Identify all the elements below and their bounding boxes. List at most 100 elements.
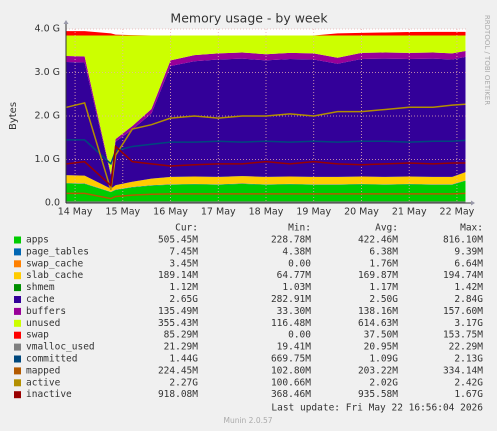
legend-stat: 1.67G	[454, 389, 483, 400]
legend-stat: 3.17G	[454, 318, 483, 329]
legend-swatch	[14, 391, 21, 399]
y-axis-arrow	[63, 20, 69, 24]
legend-stat: 368.46M	[271, 389, 311, 400]
legend-stat: 0.00	[288, 258, 311, 269]
legend-swatch	[14, 307, 21, 315]
legend-stat: 7.45M	[169, 246, 198, 257]
x-tick-label: 22 May	[440, 207, 475, 218]
legend-label: swap_cache	[26, 258, 83, 269]
legend-stat: 169.87M	[358, 270, 398, 281]
legend-stat: 20.95M	[364, 342, 399, 353]
legend-stat: 157.60M	[443, 306, 483, 317]
legend-swatch	[14, 355, 21, 363]
legend-stat: 2.65G	[169, 294, 198, 305]
legend-stat: 37.50M	[364, 330, 399, 341]
legend-stat: 2.50G	[369, 294, 398, 305]
legend-stat: 614.63M	[358, 318, 398, 329]
last-update: Last update: Fri May 22 16:56:04 2026	[271, 403, 483, 414]
legend-stat: 102.80M	[271, 365, 311, 376]
legend-stat: 669.75M	[271, 354, 311, 365]
legend-stat: 21.29M	[164, 342, 199, 353]
x-tick-label: 15 May	[105, 207, 140, 218]
x-tick-label: 18 May	[249, 207, 284, 218]
legend-swatch	[14, 236, 21, 244]
legend-stat: 6.38M	[369, 246, 398, 257]
legend-stat: 334.14M	[443, 365, 483, 376]
legend-swatch	[14, 319, 21, 327]
legend-stat: 2.13G	[454, 354, 483, 365]
legend-label: swap	[26, 330, 49, 341]
legend-stat: 194.74M	[443, 270, 483, 281]
legend-stat: 189.14M	[158, 270, 198, 281]
legend-stat: 1.12M	[169, 282, 198, 293]
legend-stat: 2.84G	[454, 294, 483, 305]
legend-stat: 0.00	[288, 330, 311, 341]
line-series	[66, 102, 466, 191]
x-tick-label: 17 May	[201, 207, 236, 218]
legend-stat: 9.39M	[454, 246, 483, 257]
legend-stat: 935.58M	[358, 389, 398, 400]
footer: Munin 2.0.57	[223, 416, 272, 425]
x-tick-label: 21 May	[392, 207, 427, 218]
legend-stat: 203.22M	[358, 365, 398, 376]
legend-label: cache	[26, 294, 55, 305]
legend-stat: 1.17M	[369, 282, 398, 293]
side-text: RRDTOOL / TOBI OETIKER	[483, 15, 491, 105]
legend-stat: 505.45M	[158, 235, 198, 246]
legend-label: shmem	[26, 282, 55, 293]
line-series	[66, 192, 466, 200]
legend-stat: 228.78M	[271, 235, 311, 246]
legend-stat: 33.30M	[277, 306, 312, 317]
legend-stat: 3.45M	[169, 258, 198, 269]
line-series	[66, 144, 466, 188]
legend-stat: 138.16M	[358, 306, 398, 317]
legend-label: active	[26, 377, 61, 388]
legend-stat: 282.91M	[271, 294, 311, 305]
stats-header: Min:	[288, 223, 311, 234]
area-series	[66, 35, 466, 175]
legend-stat: 6.64M	[454, 258, 483, 269]
legend-swatch	[14, 272, 21, 280]
legend-label: vmalloc_used	[26, 342, 95, 353]
legend-stat: 153.75M	[443, 330, 483, 341]
legend-swatch	[14, 367, 21, 375]
legend-stat: 22.29M	[449, 342, 484, 353]
legend-swatch	[14, 284, 21, 292]
legend-swatch	[14, 260, 21, 268]
area-series	[66, 172, 466, 192]
legend-swatch	[14, 379, 21, 387]
stats-header: Cur:	[175, 223, 198, 234]
legend-stat: 2.42G	[454, 377, 483, 388]
legend-stat: 422.46M	[358, 235, 398, 246]
legend-stat: 85.29M	[164, 330, 199, 341]
legend-label: buffers	[26, 306, 66, 317]
legend-stat: 1.09G	[369, 354, 398, 365]
legend-label: apps	[26, 235, 49, 246]
y-tick-label: 1.0 G	[35, 154, 61, 165]
legend-stat: 64.77M	[277, 270, 312, 281]
y-tick-label: 3.0 G	[35, 67, 61, 78]
legend-swatch	[14, 248, 21, 256]
x-tick-label: 16 May	[153, 207, 188, 218]
legend-label: committed	[26, 354, 77, 365]
legend-stat: 1.44G	[169, 354, 198, 365]
x-tick-label: 19 May	[296, 207, 331, 218]
legend-label: unused	[26, 318, 60, 329]
legend-stat: 4.38M	[282, 246, 311, 257]
legend-stat: 918.08M	[158, 389, 198, 400]
legend-label: mapped	[26, 365, 60, 376]
legend-stat: 1.76M	[369, 258, 398, 269]
legend-label: inactive	[26, 389, 72, 400]
y-tick-label: 4.0 G	[35, 24, 61, 35]
legend-swatch	[14, 343, 21, 351]
x-tick-label: 20 May	[344, 207, 379, 218]
chart-title: Memory usage - by week	[170, 11, 328, 26]
legend-stat: 1.42M	[454, 282, 483, 293]
y-tick-label: 2.0 G	[35, 111, 61, 122]
legend-swatch	[14, 296, 21, 303]
legend-swatch	[14, 331, 21, 339]
stats-header: Avg:	[375, 223, 398, 234]
area-series	[66, 31, 466, 36]
legend-stat: 355.43M	[158, 318, 198, 329]
